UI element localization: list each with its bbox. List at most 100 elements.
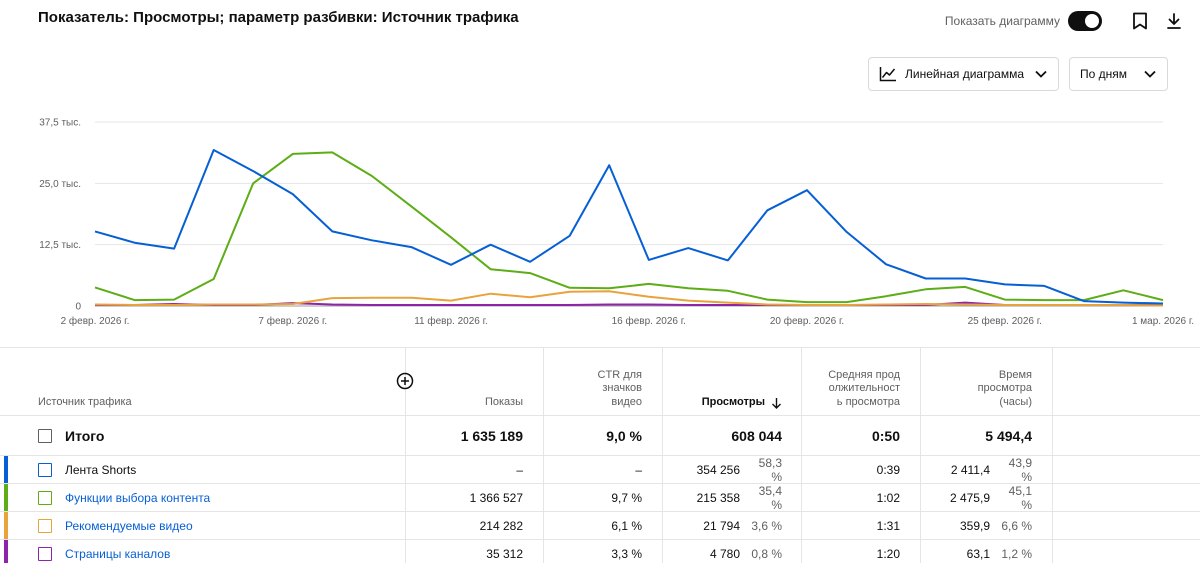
chart-type-dropdown[interactable]: Линейная диаграмма (868, 57, 1059, 91)
col-header-impressions[interactable]: Показы (484, 395, 523, 408)
total-views: 608 044 (731, 427, 782, 444)
x-tick-label: 2 февр. 2026 г. (61, 315, 130, 327)
row-label-cell: Рекомендуемые видео (38, 512, 378, 539)
col-header-views-label: Просмотры (701, 395, 765, 408)
row-label[interactable]: Функции выбора контента (65, 490, 211, 505)
row-views: 4 780 0,8 % (670, 540, 782, 563)
series-line (94, 290, 1164, 307)
table-total-row: Итого 1 635 189 9,0 % 608 044 0:50 5 494… (0, 416, 1200, 456)
row-avg-duration: 1:02 (876, 490, 900, 505)
table-row: Страницы каналов 35 312 3,3 % 4 780 0,8 % 1:2… (0, 540, 1200, 563)
toggle-knob (1085, 14, 1099, 28)
add-circle-icon[interactable] (394, 348, 416, 415)
row-watch-pct: 43,9 % (1008, 455, 1032, 484)
row-ctr: – (635, 462, 642, 477)
line-chart: 0 12,5 тыс. 25,0 тыс. 37,5 тыс. 2 февр. 2026… (39, 118, 1194, 328)
row-watch-pct: 6,6 % (1001, 518, 1032, 533)
x-tick-label: 16 февр. 2026 г. (612, 315, 686, 327)
row-label-cell: Страницы каналов (38, 540, 378, 563)
total-label-cell: Итого (38, 416, 378, 455)
row-watch-time: 359,9 6,6 % (930, 512, 1032, 539)
chevron-down-icon (1143, 67, 1157, 81)
table-row: Функции выбора контента 1 366 527 9,7 % 215… (0, 484, 1200, 512)
show-chart-toggle[interactable] (1068, 11, 1102, 31)
x-tick-label: 11 февр. 2026 г. (414, 315, 488, 327)
row-checkbox[interactable] (38, 490, 52, 505)
col-header-watch-time[interactable]: Время просмотра (часы) (977, 368, 1032, 408)
series-color-bar (4, 540, 8, 563)
line-chart-icon (879, 66, 897, 82)
row-ctr: 3,3 % (611, 546, 642, 561)
period-dropdown[interactable]: По дням (1069, 57, 1168, 91)
row-watch-pct: 1,2 % (1001, 546, 1032, 561)
series-line (94, 151, 1164, 304)
series-color-bar (4, 484, 8, 511)
y-tick-label: 25,0 тыс. (39, 179, 81, 190)
total-impressions: 1 635 189 (460, 427, 523, 444)
row-views-pct: 35,4 % (758, 483, 782, 512)
table-row: Рекомендуемые видео 214 282 6,1 % 21 794 3,6… (0, 512, 1200, 540)
row-views-pct: 0,8 % (751, 546, 782, 561)
row-label[interactable]: Рекомендуемые видео (65, 518, 193, 533)
total-avg-duration: 0:50 (871, 427, 900, 444)
download-icon[interactable] (1162, 9, 1186, 33)
row-watch-value: 2 475,9 (949, 490, 990, 505)
row-ctr: 9,7 % (611, 490, 642, 505)
row-impressions: 214 282 (479, 518, 523, 533)
col-header-avg-duration[interactable]: Средняя продолжительность просмотра (828, 368, 900, 408)
row-views-value: 215 358 (696, 490, 740, 505)
y-tick-label: 0 (75, 302, 81, 313)
row-views-value: 4 780 (709, 546, 740, 561)
col-header-ctr[interactable]: CTR для значков видео (597, 368, 642, 408)
row-impressions: 35 312 (486, 546, 523, 561)
table-row: Лента Shorts – – 354 256 58,3 % 0:39 2 411,4 43… (0, 456, 1200, 484)
total-watch-time: 5 494,4 (985, 427, 1032, 444)
row-ctr: 6,1 % (611, 518, 642, 533)
row-checkbox[interactable] (38, 462, 52, 477)
page-title: Показатель: Просмотры; параметр разбивки… (38, 9, 519, 26)
header-actions: Показать диаграмму (945, 9, 1186, 33)
row-views-pct: 3,6 % (751, 518, 782, 533)
row-checkbox[interactable] (38, 546, 52, 561)
x-tick-label: 25 февр. 2026 г. (968, 315, 1042, 327)
row-watch-value: 359,9 (959, 518, 990, 533)
col-header-source[interactable]: Источник трафика (38, 395, 132, 408)
y-tick-label: 37,5 тыс. (39, 118, 81, 129)
row-views: 215 358 35,4 % (670, 483, 782, 512)
chart-type-value: Линейная диаграмма (905, 67, 1024, 81)
total-label: Итого (65, 427, 105, 444)
total-checkbox[interactable] (38, 428, 52, 443)
row-watch-time: 2 411,4 43,9 % (930, 455, 1032, 484)
chevron-down-icon (1034, 67, 1048, 81)
row-views-pct: 58,3 % (758, 455, 782, 484)
x-tick-label: 7 февр. 2026 г. (258, 315, 327, 327)
row-watch-value: 63,1 (966, 546, 990, 561)
row-watch-pct: 45,1 % (1008, 483, 1032, 512)
row-views-value: 354 256 (696, 462, 740, 477)
col-header-views[interactable]: Просмотры (680, 348, 782, 415)
row-checkbox[interactable] (38, 518, 52, 533)
row-watch-time: 63,1 1,2 % (930, 540, 1032, 563)
row-avg-duration: 1:20 (876, 546, 900, 561)
y-tick-label: 12,5 тыс. (39, 240, 81, 251)
row-impressions: – (516, 462, 523, 477)
row-avg-duration: 0:39 (876, 462, 900, 477)
series-color-bar (4, 456, 8, 483)
row-label-cell: Функции выбора контента (38, 484, 378, 511)
bookmark-icon[interactable] (1128, 9, 1152, 33)
x-tick-label: 1 мар. 2026 г. (1132, 316, 1194, 327)
row-watch-time: 2 475,9 45,1 % (930, 483, 1032, 512)
traffic-source-table: Источник трафика Показы CTR для значков … (0, 347, 1200, 563)
row-label[interactable]: Страницы каналов (65, 546, 171, 561)
row-watch-value: 2 411,4 (950, 462, 990, 477)
row-views: 354 256 58,3 % (670, 455, 782, 484)
x-tick-label: 20 февр. 2026 г. (770, 315, 844, 327)
row-views-value: 21 794 (703, 518, 740, 533)
row-views: 21 794 3,6 % (670, 512, 782, 539)
row-label-cell: Лента Shorts (38, 456, 378, 483)
row-avg-duration: 1:31 (876, 518, 900, 533)
series-color-bar (4, 512, 8, 539)
arrow-down-icon (771, 397, 782, 409)
row-impressions: 1 366 527 (469, 490, 523, 505)
series-line (94, 149, 1164, 305)
